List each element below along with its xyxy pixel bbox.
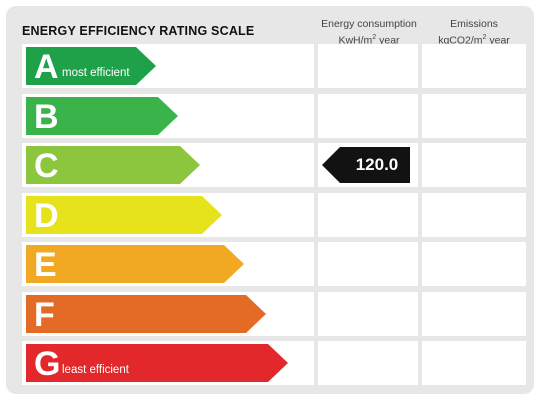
rating-scale-card: ENERGY EFFICIENCY RATING SCALE Energy co…	[6, 6, 534, 394]
energy-cell	[318, 93, 418, 138]
energy-header-unit: KwH/m2 year	[338, 34, 400, 47]
rating-letter: E	[34, 246, 57, 284]
emissions-cell	[422, 341, 526, 385]
emissions-header-unit: kgCO2/m2 year	[438, 34, 510, 47]
rating-arrow-e: E	[26, 245, 244, 284]
rating-description: most efficient	[62, 67, 130, 79]
energy-cell	[318, 192, 418, 237]
rating-row-f: F	[22, 291, 526, 336]
energy-cell	[318, 341, 418, 385]
emissions-cell	[422, 242, 526, 286]
energy-cell	[318, 44, 418, 88]
rating-row-d: D	[22, 192, 526, 237]
rating-arrow-b: B	[26, 96, 178, 136]
rating-arrow-c: C	[26, 146, 200, 185]
rating-letter: B	[34, 97, 59, 136]
rating-letter: C	[34, 147, 59, 185]
energy-cell: 120.0	[318, 143, 418, 187]
rating-label-cell: D	[22, 192, 314, 237]
energy-reading-marker: 120.0	[322, 147, 410, 183]
energy-column-header: Energy consumption KwH/m2 year	[318, 18, 420, 48]
rating-label-cell: C	[22, 143, 314, 187]
rating-letter: D	[34, 196, 59, 235]
emissions-cell	[422, 143, 526, 187]
energy-cell	[318, 291, 418, 336]
energy-reading-value: 120.0	[355, 155, 399, 174]
rating-arrow-d: D	[26, 195, 222, 235]
rating-label-cell: F	[22, 291, 314, 336]
rating-letter: A	[34, 48, 59, 86]
energy-header-line1: Energy consumption	[321, 18, 417, 30]
rating-row-e: E	[22, 242, 526, 286]
emissions-header-line1: Emissions	[450, 18, 498, 30]
rating-label-cell: E	[22, 242, 314, 286]
emissions-cell	[422, 93, 526, 138]
rating-row-c: C 120.0	[22, 143, 526, 187]
rating-letter: G	[34, 345, 61, 383]
energy-cell	[318, 242, 418, 286]
emissions-cell	[422, 291, 526, 336]
page-title: ENERGY EFFICIENCY RATING SCALE	[22, 24, 255, 38]
emissions-cell	[422, 192, 526, 237]
rating-label-cell: B	[22, 93, 314, 138]
emissions-cell	[422, 44, 526, 88]
rating-description: least efficient	[62, 364, 129, 376]
emissions-column-header: Emissions kgCO2/m2 year	[422, 18, 526, 48]
rating-row-b: B	[22, 93, 526, 138]
rating-arrow-f: F	[26, 294, 266, 334]
rating-letter: F	[34, 295, 55, 334]
